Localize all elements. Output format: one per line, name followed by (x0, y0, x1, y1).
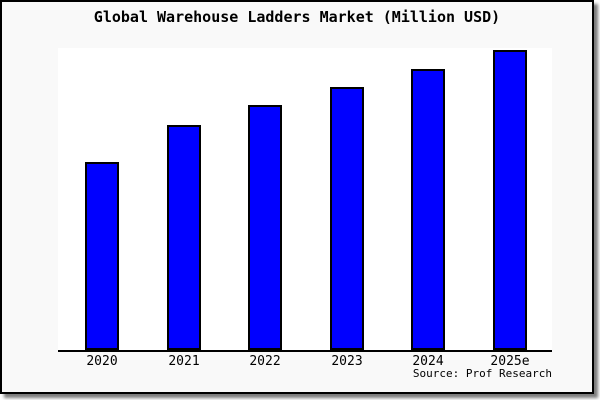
x-tick-label-2020: 2020 (86, 354, 118, 369)
chart-title: Global Warehouse Ladders Market (Million… (93, 8, 501, 26)
bar-2023 (330, 87, 364, 350)
bar-2020 (85, 162, 119, 350)
plot-area (58, 48, 552, 352)
x-tick-label-2021: 2021 (168, 354, 200, 369)
bar-2025e (493, 50, 527, 350)
x-tick-label-2022: 2022 (249, 354, 281, 369)
x-tick-label-2025e: 2025e (490, 354, 530, 369)
bar-2022 (248, 105, 282, 350)
x-tick-label-2024: 2024 (412, 354, 444, 369)
bar-2024 (411, 69, 445, 350)
x-tick-label-2023: 2023 (331, 354, 363, 369)
chart-frame: Global Warehouse Ladders Market (Million… (0, 0, 594, 394)
bar-2021 (167, 125, 201, 350)
source-note: Source: Prof Research (412, 367, 552, 380)
